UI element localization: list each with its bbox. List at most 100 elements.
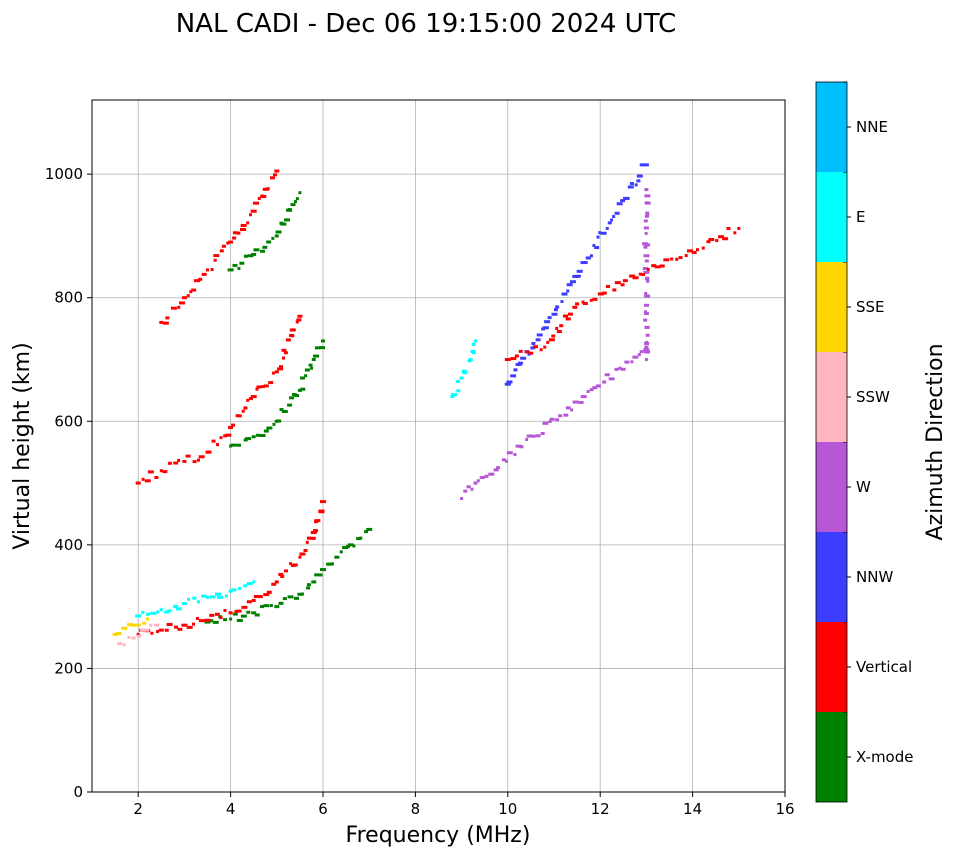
echo-point bbox=[287, 208, 292, 212]
echo-point bbox=[271, 371, 275, 375]
echo-point bbox=[645, 340, 649, 344]
echo-point bbox=[266, 590, 272, 594]
echo-point bbox=[616, 202, 623, 206]
echo-point bbox=[715, 239, 719, 243]
echo-point bbox=[174, 625, 179, 629]
echo-point bbox=[225, 433, 232, 437]
echo-point bbox=[515, 444, 522, 448]
echo-point bbox=[285, 338, 291, 342]
echo-point bbox=[219, 436, 223, 440]
echo-point bbox=[283, 218, 290, 222]
echo-point bbox=[280, 222, 287, 226]
echo-point bbox=[260, 385, 265, 389]
echo-point bbox=[177, 627, 183, 631]
echo-point bbox=[257, 595, 263, 599]
echo-point bbox=[279, 408, 284, 412]
echo-point bbox=[488, 472, 495, 476]
echo-point bbox=[297, 592, 303, 596]
echo-point bbox=[504, 382, 511, 386]
echo-point bbox=[246, 610, 251, 614]
echo-point bbox=[328, 562, 334, 566]
echo-point bbox=[275, 230, 282, 234]
echo-point bbox=[733, 231, 737, 235]
echo-point bbox=[504, 459, 508, 463]
echo-point bbox=[212, 620, 219, 624]
echo-point bbox=[623, 196, 628, 200]
echo-point bbox=[347, 543, 354, 547]
colorbar-tick-label: NNW bbox=[856, 568, 893, 586]
echo-point bbox=[654, 265, 661, 269]
echo-point bbox=[578, 400, 584, 404]
echo-point bbox=[144, 479, 151, 483]
echo-point bbox=[604, 373, 610, 377]
echo-point bbox=[281, 409, 288, 413]
plot-frame bbox=[91, 99, 786, 793]
echo-point bbox=[182, 459, 187, 463]
echo-point bbox=[737, 227, 741, 231]
echo-point bbox=[219, 616, 223, 620]
echo-point bbox=[271, 236, 275, 240]
echo-point bbox=[629, 182, 634, 186]
echo-point bbox=[149, 623, 153, 627]
echo-point bbox=[296, 318, 302, 322]
colorbar-tick-label: Vertical bbox=[856, 658, 912, 676]
echo-point bbox=[130, 623, 137, 627]
echo-point bbox=[572, 400, 579, 404]
echo-point bbox=[237, 266, 241, 270]
echo-point bbox=[644, 231, 648, 235]
echo-point bbox=[246, 221, 250, 225]
echo-point bbox=[251, 252, 257, 256]
echo-point bbox=[306, 586, 311, 590]
x-axis-ticks: 2 4 6 8 10 12 14 16 bbox=[133, 792, 795, 818]
echo-point bbox=[263, 593, 270, 597]
echo-point bbox=[175, 607, 182, 611]
echo-point bbox=[547, 316, 552, 320]
echo-point bbox=[262, 245, 268, 249]
echo-point bbox=[342, 546, 349, 550]
echo-point bbox=[614, 211, 620, 215]
echo-point bbox=[274, 234, 279, 238]
echo-point bbox=[159, 469, 163, 473]
echo-point bbox=[232, 231, 238, 235]
echo-point bbox=[670, 257, 674, 261]
echo-point bbox=[281, 348, 287, 352]
echo-point bbox=[228, 611, 233, 615]
echo-point bbox=[592, 244, 596, 248]
echo-point bbox=[531, 341, 536, 345]
echo-point bbox=[214, 612, 220, 616]
echo-point bbox=[224, 594, 228, 598]
echo-point bbox=[280, 575, 285, 579]
echo-point bbox=[519, 445, 524, 449]
colorbar-segment bbox=[816, 622, 847, 712]
echo-point bbox=[620, 367, 626, 371]
echo-point bbox=[289, 562, 293, 566]
echo-point bbox=[320, 500, 326, 504]
echo-point bbox=[266, 240, 272, 244]
echo-point bbox=[526, 434, 533, 438]
echo-point bbox=[471, 342, 476, 346]
echo-point bbox=[273, 173, 278, 177]
echo-point bbox=[135, 614, 142, 618]
echo-point bbox=[706, 240, 711, 244]
echo-point bbox=[539, 348, 543, 352]
y-tick-label: 0 bbox=[73, 783, 83, 801]
echo-point bbox=[614, 367, 619, 371]
echo-point bbox=[644, 345, 649, 349]
echo-point bbox=[359, 536, 363, 540]
echo-point bbox=[154, 476, 159, 480]
echo-point bbox=[561, 292, 568, 296]
echo-point bbox=[569, 280, 576, 284]
echo-point bbox=[181, 602, 187, 606]
echo-point bbox=[246, 582, 253, 586]
echo-point bbox=[645, 276, 650, 280]
echo-point bbox=[284, 569, 289, 573]
echo-point bbox=[695, 248, 699, 252]
echo-point bbox=[298, 555, 302, 559]
echo-point bbox=[259, 605, 264, 609]
echo-point bbox=[570, 408, 574, 412]
echo-point bbox=[278, 365, 283, 369]
echo-point bbox=[173, 306, 177, 310]
echo-point bbox=[192, 460, 197, 464]
echo-point bbox=[159, 608, 163, 612]
echo-point bbox=[542, 421, 549, 425]
